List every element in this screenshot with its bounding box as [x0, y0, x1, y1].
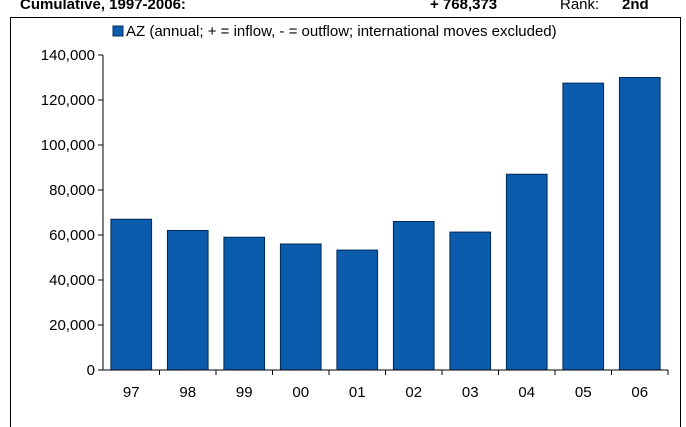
bar	[279, 243, 322, 371]
bar	[449, 231, 492, 371]
y-tick-label: 100,000	[41, 137, 95, 154]
rank-value: 2nd	[622, 0, 649, 13]
y-tick-label: 80,000	[49, 182, 95, 199]
rank-label: Rank:	[560, 0, 599, 13]
bar	[505, 173, 548, 371]
x-tick-label: 02	[405, 384, 422, 401]
x-tick-label: 99	[236, 384, 253, 401]
x-tick-label: 03	[462, 384, 479, 401]
bar	[223, 236, 266, 371]
legend-swatch	[112, 25, 124, 37]
cumulative-label: Cumulative, 1997-2006:	[20, 0, 186, 13]
bar	[562, 82, 605, 371]
bar	[618, 77, 661, 371]
bar	[110, 218, 153, 371]
y-tick-label: 60,000	[49, 227, 95, 244]
x-tick-label: 05	[575, 384, 592, 401]
x-tick-label: 06	[631, 384, 648, 401]
y-tick-label: 40,000	[49, 272, 95, 289]
x-tick-label: 97	[123, 384, 140, 401]
y-tick-label: 0	[87, 362, 95, 379]
x-tick-label: 04	[518, 384, 535, 401]
x-tick-label: 00	[292, 384, 309, 401]
bar	[392, 221, 435, 371]
bar	[166, 230, 209, 371]
x-tick-label: 01	[349, 384, 366, 401]
y-tick-label: 140,000	[41, 47, 95, 64]
y-tick-label: 20,000	[49, 317, 95, 334]
y-tick-label: 120,000	[41, 92, 95, 109]
legend-label: AZ (annual; + = inflow, - = outflow; int…	[126, 23, 557, 40]
bar	[336, 249, 379, 371]
chart-frame	[10, 17, 681, 427]
x-tick-label: 98	[179, 384, 196, 401]
cumulative-value: + 768,373	[430, 0, 497, 13]
